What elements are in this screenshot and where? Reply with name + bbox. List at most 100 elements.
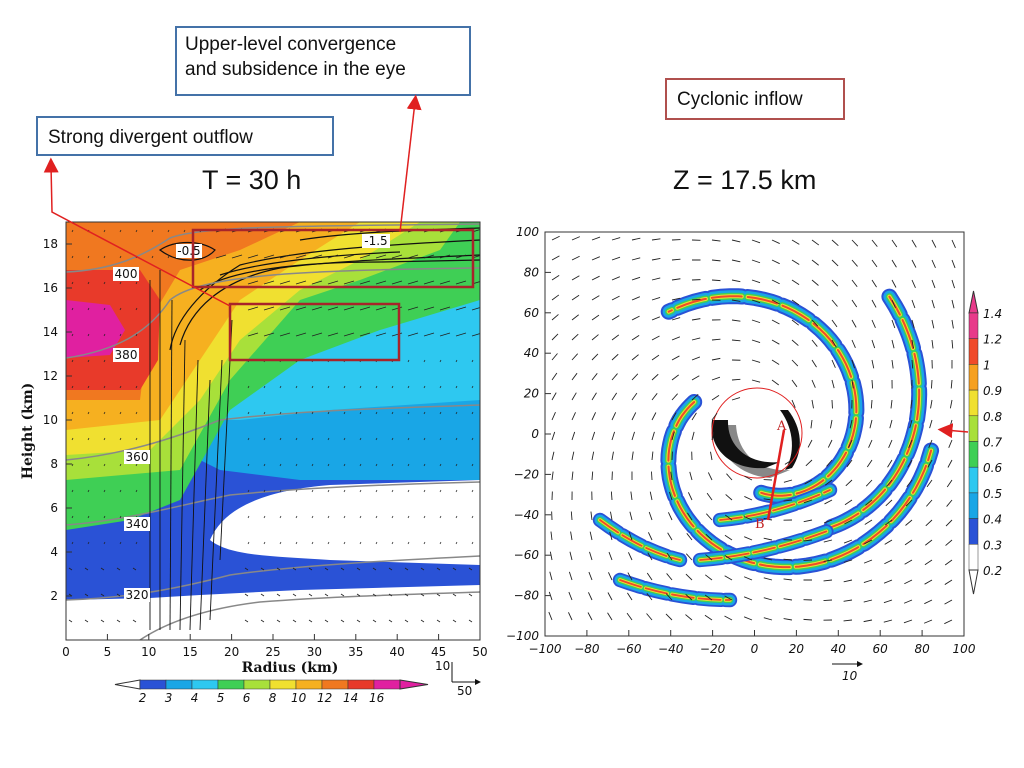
right-y-tick: 80	[524, 265, 540, 279]
right-colorbar-tick: 0.9	[983, 384, 1002, 398]
left-vector-reference: 10 50	[435, 659, 481, 698]
right-y-tick: −100	[506, 629, 539, 643]
left-colorbar: 2 3 4 5 6 8 10 12 14 16	[114, 679, 429, 705]
right-colorbar-tick: 0.7	[983, 436, 1002, 450]
left-x-tick: 40	[390, 645, 405, 659]
left-colorbar-tick: 12	[317, 691, 332, 705]
vector-ref-horizontal: 50	[457, 684, 472, 698]
contour-label-minus-1-5: -1.5	[364, 234, 387, 248]
left-colorbar-tick: 5	[217, 691, 225, 705]
right-y-tick: 40	[524, 346, 540, 360]
right-colorbar-tick: 0.2	[983, 564, 1002, 578]
left-title: T = 30 h	[202, 165, 302, 195]
left-y-tick: 8	[50, 457, 58, 471]
right-x-tick: 60	[873, 642, 889, 656]
theta-labels: 400 380 360 340 320 -0.5 -1.5	[113, 234, 390, 602]
left-axis-ticks: 0 5 10 15 20 25 30 35 40 45 50 2 4 6 8 10 12 14 16 18	[43, 237, 488, 659]
left-colorbar-tick: 8	[269, 691, 277, 705]
left-x-tick: 35	[348, 645, 363, 659]
line-ab	[766, 429, 786, 521]
left-y-tick: 4	[50, 545, 58, 559]
left-y-tick: 10	[43, 413, 58, 427]
cyclonic-annotation-text: Cyclonic inflow	[677, 89, 803, 110]
left-colorbar-tick: 6	[243, 691, 251, 705]
eye-circle	[711, 387, 803, 479]
right-x-tick: −40	[658, 642, 684, 656]
right-y-tick: −20	[514, 467, 540, 481]
right-colorbar-tick: 0.4	[983, 513, 1002, 527]
right-x-tick: −60	[616, 642, 642, 656]
left-y-tick: 16	[43, 281, 58, 295]
left-x-tick: 15	[183, 645, 198, 659]
left-x-tick: 0	[62, 645, 70, 659]
right-x-tick: −80	[574, 642, 600, 656]
right-x-tick: 0	[751, 642, 759, 656]
left-x-tick: 45	[431, 645, 446, 659]
theta-label-340: 340	[126, 517, 149, 531]
right-x-tick: 40	[831, 642, 847, 656]
left-x-tick: 30	[307, 645, 322, 659]
left-x-tick: 25	[265, 645, 280, 659]
right-plan-view	[545, 232, 964, 636]
right-colorbar-tick: 0.3	[983, 538, 1002, 552]
right-y-tick: 20	[524, 387, 540, 401]
right-x-tick: 100	[953, 642, 976, 656]
left-colorbar-tick: 10	[291, 691, 307, 705]
right-x-tick: −100	[529, 642, 562, 656]
upper-level-box	[191, 228, 475, 289]
left-colorbar-tick: 3	[165, 691, 173, 705]
left-cross-section	[66, 222, 480, 640]
right-y-tick: 100	[516, 225, 539, 239]
left-colorbar-tick: 4	[191, 691, 199, 705]
upper-level-annotation: Upper-level convergence and subsidence i…	[175, 26, 471, 96]
theta-label-400: 400	[115, 267, 138, 281]
cyclonic-annotation: Cyclonic inflow	[665, 78, 845, 120]
upper-annotation-line1: Upper-level convergence	[185, 34, 397, 55]
outflow-box	[228, 302, 401, 362]
right-y-tick: −60	[514, 548, 540, 562]
theta-label-380: 380	[115, 348, 138, 362]
theta-label-320: 320	[126, 588, 149, 602]
right-y-tick: 0	[531, 427, 539, 441]
contour-label-minus-0-5: -0.5	[177, 244, 200, 258]
point-a-label: A	[776, 419, 787, 434]
right-colorbar-tick: 0.8	[983, 410, 1002, 424]
left-x-tick: 20	[224, 645, 239, 659]
right-vector-ref-label: 10	[842, 669, 858, 683]
upper-annotation-line2: and subsidence in the eye	[185, 59, 406, 80]
outflow-annotation-text: Strong divergent outflow	[48, 127, 253, 148]
right-x-tick: 80	[914, 642, 930, 656]
right-colorbar-tick: 1	[983, 358, 991, 372]
left-y-tick: 6	[50, 501, 58, 515]
right-title: Z = 17.5 km	[673, 165, 817, 195]
right-vector-reference: 10	[832, 661, 863, 683]
left-colorbar-tick: 2	[139, 691, 147, 705]
right-axis-ticks: −100 −80 −60 −40 −20 0 20 40 60 80 100 100 80 60 40 20 0…	[506, 225, 976, 656]
right-y-tick: −80	[514, 589, 540, 603]
right-colorbar-tick: 1.2	[983, 333, 1002, 347]
right-colorbar-tick: 0.6	[983, 461, 1002, 475]
left-x-tick: 10	[141, 645, 156, 659]
outflow-arrow	[43, 157, 231, 307]
outflow-annotation: Strong divergent outflow	[36, 116, 334, 156]
left-x-tick: 5	[104, 645, 112, 659]
left-ylabel: Height (km)	[20, 383, 36, 480]
left-y-tick: 2	[50, 589, 58, 603]
right-x-tick: 20	[789, 642, 805, 656]
left-y-tick: 18	[43, 237, 58, 251]
left-colorbar-tick: 14	[343, 691, 358, 705]
right-x-tick: −20	[700, 642, 726, 656]
left-x-tick: 50	[472, 645, 487, 659]
left-xlabel: Radius (km)	[242, 660, 339, 676]
vector-ref-vertical: 10	[435, 659, 450, 673]
theta-label-360: 360	[126, 450, 149, 464]
right-colorbar-tick: 0.5	[983, 487, 1002, 501]
cyclonic-arrow	[937, 423, 969, 439]
left-y-tick: 14	[43, 325, 58, 339]
left-y-tick: 12	[43, 369, 58, 383]
right-y-tick: −40	[514, 508, 540, 522]
right-colorbar-tick: 1.4	[983, 307, 1002, 321]
right-colorbar: 1.4 1.2 1 0.9 0.8 0.7 0.6 0.5 0.4 0.3 0.2	[968, 290, 1002, 595]
point-b-label: B	[755, 517, 765, 532]
